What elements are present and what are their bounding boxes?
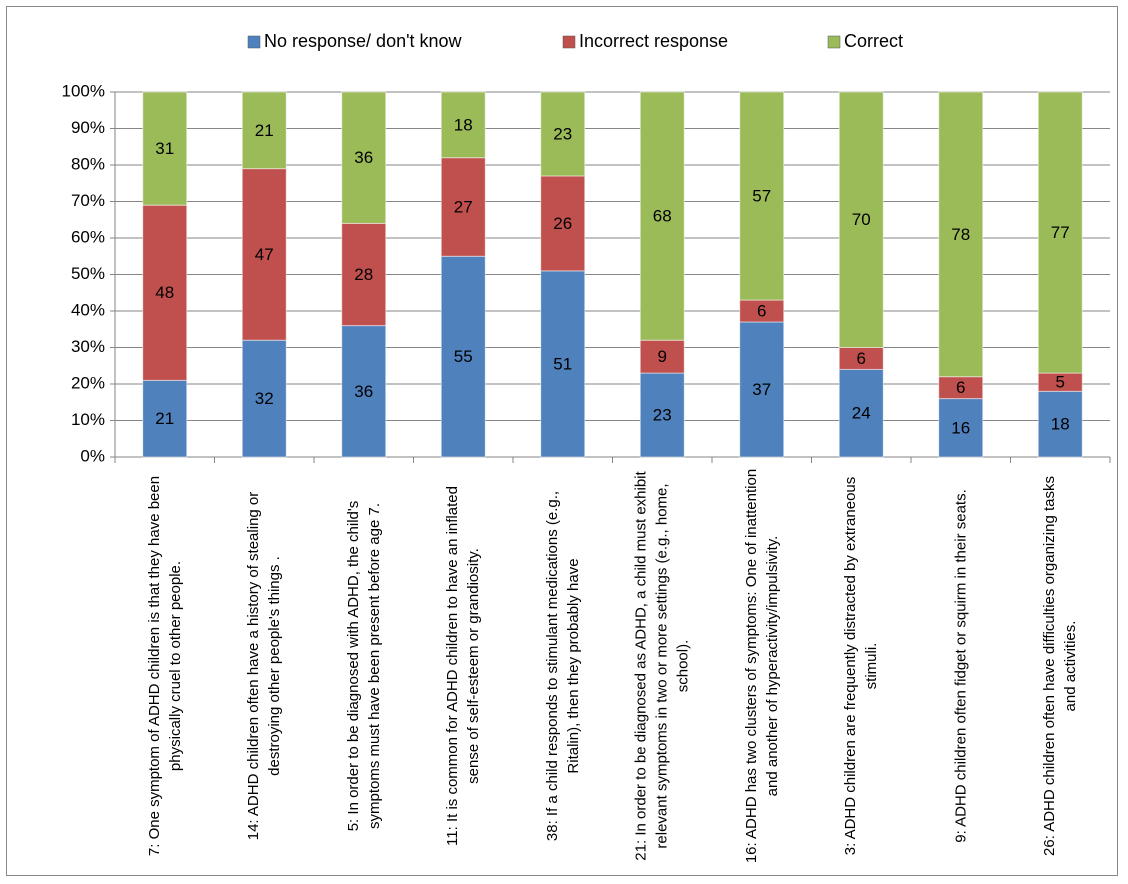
data-label: 18 [1051, 415, 1070, 434]
data-label: 26 [553, 214, 572, 233]
x-tick-label: 11: It is common for ADHD children to ha… [444, 486, 483, 846]
bar-segment [241, 168, 287, 341]
legend-label: No response/ don't know [264, 31, 463, 51]
y-tick-label: 50% [71, 264, 105, 283]
y-tick-label: 40% [71, 300, 105, 319]
data-label: 24 [852, 404, 871, 423]
y-tick-label: 60% [71, 227, 105, 246]
bar-segment [142, 204, 188, 381]
data-label: 37 [752, 380, 771, 399]
data-label: 21 [155, 409, 174, 428]
y-tick-label: 20% [71, 373, 105, 392]
x-tick-label: 3: ADHD children are frequently distract… [842, 476, 881, 856]
legend-label: Incorrect response [579, 31, 728, 51]
y-tick-label: 80% [71, 154, 105, 173]
data-label: 28 [354, 265, 373, 284]
bar-segment [440, 255, 486, 458]
data-label: 6 [757, 301, 766, 320]
chart-frame [6, 6, 1118, 876]
bar-segment [739, 321, 785, 458]
bar-segment [938, 91, 984, 378]
data-label: 70 [852, 210, 871, 229]
data-label: 36 [354, 148, 373, 167]
bar-segment [341, 91, 387, 224]
x-tick-label: 16: ADHD has two clusters of symptoms: O… [742, 468, 781, 864]
y-tick-label: 70% [71, 191, 105, 210]
x-tick-label: 38: If a child responds to stimulant med… [543, 490, 582, 842]
legend-swatch [562, 35, 576, 49]
y-tick-label: 10% [71, 410, 105, 429]
bar-segment [540, 175, 586, 272]
legend-label: Correct [844, 31, 903, 51]
bar-segment [838, 91, 884, 348]
bar-segment [739, 91, 785, 301]
data-label: 16 [951, 418, 970, 437]
data-label: 36 [354, 382, 373, 401]
data-label: 47 [255, 245, 274, 264]
bar-segment [341, 325, 387, 458]
x-tick-label: 7: One symptom of ADHD children is that … [145, 475, 184, 857]
bar-segment [938, 398, 984, 458]
data-label: 6 [956, 378, 965, 397]
data-label: 55 [454, 347, 473, 366]
y-tick-label: 30% [71, 337, 105, 356]
bar-segment [341, 222, 387, 327]
data-label: 68 [653, 207, 672, 226]
data-label: 77 [1051, 223, 1070, 242]
data-label: 23 [553, 124, 572, 143]
bar-segment [639, 91, 685, 341]
y-tick-label: 90% [71, 118, 105, 137]
x-tick-label: 5: In order to be diagnosed with ADHD, t… [344, 500, 383, 832]
bar-segment [838, 368, 884, 458]
bar-segment [440, 91, 486, 159]
y-tick-label: 100% [62, 81, 105, 100]
x-tick-label: 9: ADHD children often fidget or squirm … [952, 489, 970, 843]
bar-segment [540, 91, 586, 177]
data-label: 23 [653, 406, 672, 425]
data-label: 6 [857, 349, 866, 368]
data-label: 32 [255, 389, 274, 408]
data-label: 48 [155, 283, 174, 302]
data-label: 5 [1056, 373, 1065, 392]
data-label: 9 [658, 347, 667, 366]
bar-segment [1037, 390, 1083, 458]
data-label: 78 [951, 225, 970, 244]
data-label: 31 [155, 139, 174, 158]
legend-swatch [827, 35, 841, 49]
x-tick-label: 21: In order to be diagnosed as ADHD, a … [632, 471, 692, 861]
data-label: 18 [454, 115, 473, 134]
y-tick-label: 0% [80, 446, 105, 465]
bar-segment [1037, 91, 1083, 374]
data-label: 57 [752, 187, 771, 206]
data-label: 27 [454, 197, 473, 216]
x-tick-label: 26: ADHD children often have difficultie… [1041, 476, 1080, 856]
legend-swatch [247, 35, 261, 49]
bar-segment [639, 372, 685, 458]
data-label: 21 [255, 121, 274, 140]
bar-segment [142, 91, 188, 206]
bar-segment [540, 270, 586, 458]
data-label: 51 [553, 354, 572, 373]
x-tick-label: 14: ADHD children often have a history o… [245, 491, 284, 841]
bar-segment [241, 339, 287, 458]
bar-segment [241, 91, 287, 170]
